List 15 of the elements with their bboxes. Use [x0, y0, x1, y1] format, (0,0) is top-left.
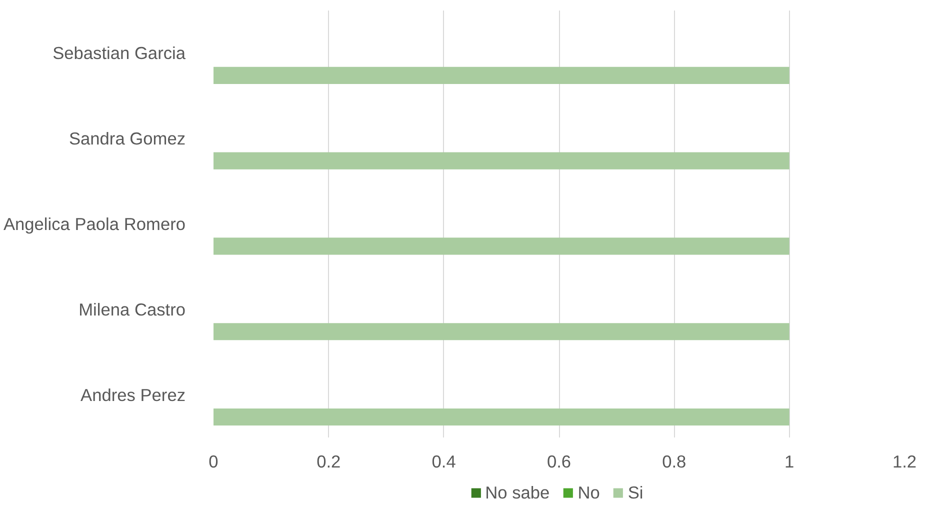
x-tick-label: 0.4: [432, 452, 456, 472]
x-tick-label: 1: [784, 452, 794, 472]
y-tick-label: Milena Castro: [78, 299, 186, 320]
y-tick-label: Angelica Paola Romero: [3, 214, 186, 234]
y-tick-label: Sandra Gomez: [68, 128, 186, 149]
legend-label: Si: [628, 482, 644, 503]
x-tick-label: 0.2: [316, 452, 341, 472]
y-tick-label: Sebastian Garcia: [52, 43, 186, 64]
x-tick-label: 0.6: [546, 452, 572, 472]
legend-label: No: [578, 482, 600, 503]
legend-label: No sabe: [485, 482, 550, 503]
y-tick-label: Andres Perez: [80, 384, 186, 405]
x-tick-label: 0: [208, 452, 218, 472]
x-tick-label: 0.8: [662, 452, 686, 472]
x-tick-label: 1.2: [892, 452, 917, 472]
